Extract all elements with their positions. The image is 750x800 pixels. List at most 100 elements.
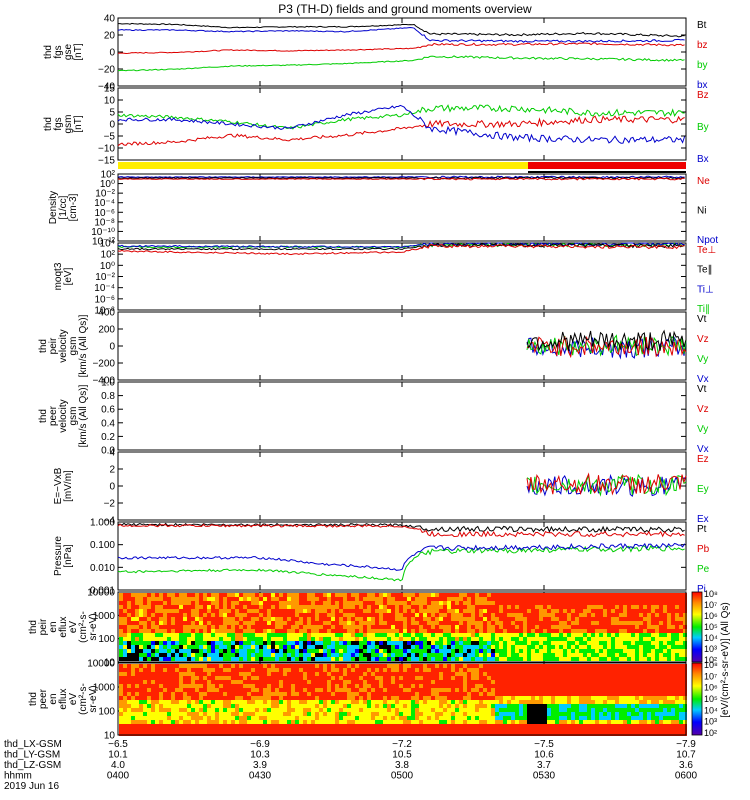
y-tick-label: 1000 [93,611,116,622]
density-line [117,176,685,180]
legend-label-Ti∥: Ti∥ [697,304,710,315]
y-tick-label: −20 [98,65,115,76]
legend-label-By: By [697,122,709,133]
legend-label-Vt: Vt [697,314,707,325]
x-tick-value: −6.9 [250,739,270,750]
y-tick-label: 100 [98,707,115,718]
y-axis-label-line: en [48,693,59,704]
legend-label-bx: bx [697,80,708,91]
legend-label-Te∥: Te∥ [697,265,713,276]
y-tick-label: −4 [104,516,116,527]
series-Pi [117,542,686,571]
y-tick-label: 0.4 [101,418,115,429]
y-axis-label-line: eV [68,621,79,634]
y-tick-label: 0.100 [90,540,115,551]
y-axis-label-line: velocity [58,399,69,432]
x-tick-value: 0430 [249,771,272,782]
colorbar-tick-label: 10⁵ [704,694,718,704]
y-tick-label: 0.0 [101,446,115,457]
panel-frame [117,381,687,451]
colorbar-tick-label: 10⁷ [704,671,717,681]
y-tick-label: 5 [109,108,115,119]
temperature-line [117,242,685,248]
y-axis-label-line: en [48,621,59,632]
y-axis-label-line: [1/cc] [58,195,69,219]
y-tick-label: 1000 [93,683,116,694]
legend-label-Ez: Ez [697,454,709,465]
y-tick-label: 10⁻⁴ [94,198,115,209]
y-tick-label: 0.2 [101,432,115,443]
panel-peer-velocity: 1.0 0.8 0.6 0.4 0.2 0.0 thd peer velocity gsm [km/… [38,378,709,457]
legend-label-Ti⊥: Ti⊥ [697,284,714,295]
x-row-label: thd_LY-GSM [4,750,60,761]
y-axis-label-line: E=−VxB [53,467,64,504]
legend-label-Pb: Pb [697,544,710,555]
y-axis-label-line: peir [48,337,59,354]
y-tick-label: 10⁰ [100,179,115,190]
x-tick-value: 3.7 [537,760,551,771]
x-row-label: thd_LX-GSM [4,739,62,750]
y-axis-label-line: [km/s (All Qs)] [78,314,89,377]
efield-line [526,472,687,496]
colorbar-tick-label: 10² [704,655,717,665]
legend-label-Ex: Ex [697,514,709,525]
velocity-line [526,329,687,352]
y-axis-label-line: sr-eV) [88,685,99,712]
temperature-line [117,243,685,256]
series-Bt [118,22,685,38]
y-tick-label: 10² [101,250,116,261]
y-axis-label-line: [nT] [73,115,84,132]
x-tick-value: 3.9 [253,760,267,771]
panel-frame [117,451,687,521]
y-tick-label: −5 [104,132,116,143]
panel-peir-velocity: 400 200 0 −200 −400 thd peir velocity gsm [km/s (… [38,308,709,387]
y-axis-label-line: Pressure [53,536,64,576]
y-tick-label: 10⁻¹⁰ [91,227,115,238]
y-tick-label: 10 [104,658,116,669]
series-bz [117,42,685,55]
y-tick-label: 10² [101,170,116,181]
y-tick-label: −40 [98,82,115,93]
x-tick-value: −7.9 [676,739,696,750]
series-Pb [117,523,685,538]
y-tick-label: 20 [104,31,116,42]
panel-efield: 4 2 0 −2 −4 E=−VxB [mV/m] Ez Ey Ex [53,448,709,527]
x-tick-value: −6.5 [108,739,128,750]
colorbar-tick-label: 10³ [704,644,717,654]
panel-pressure: 1.000 0.100 0.010 0.001 Pressure [nPa] Pt Pb Pe P… [53,518,710,597]
colorbar-lower [691,662,703,736]
y-axis-label-line: [eV] [63,267,74,285]
x-tick-value: 10.7 [676,750,696,761]
series-Pe [117,544,685,582]
legend-label-Bt: Bt [697,20,707,31]
colorbar-upper [691,591,703,663]
y-tick-label: 10⁻¹² [92,237,116,248]
y-tick-label: 2 [109,465,115,476]
legend-label-Pi: Pi [697,584,706,595]
density-line [117,177,685,181]
y-axis-label-line: gsm [68,407,79,426]
y-tick-label: 4 [109,448,115,459]
colorbar-tick-label: 10⁵ [704,622,718,632]
y-tick-label: 0 [109,482,115,493]
y-axis-label-line: fgs [53,117,64,130]
y-axis-label-line: gse [63,44,74,61]
colorbar-label: [eV/(cm²-s-sr-eV)] (All Qs) [720,602,731,718]
y-tick-label: 10⁻⁶ [94,294,115,305]
y-axis-label-line: [nT] [73,43,84,60]
flag-bar-red [528,162,686,169]
y-axis-label-line: [nPa] [63,544,74,568]
y-axis-label-line: [cm-3] [68,193,79,221]
y-tick-label: 10⁰ [100,261,115,272]
y-axis-label-line: peer [38,688,49,709]
colorbar-tick-label: 10⁸ [704,660,718,670]
legend-label-Vt: Vt [697,384,707,395]
y-tick-label: 100 [98,634,115,645]
y-tick-label: 1.000 [90,518,115,529]
series-bx [117,26,685,43]
y-tick-label: −200 [92,359,115,370]
y-tick-label: 0 [109,48,115,59]
